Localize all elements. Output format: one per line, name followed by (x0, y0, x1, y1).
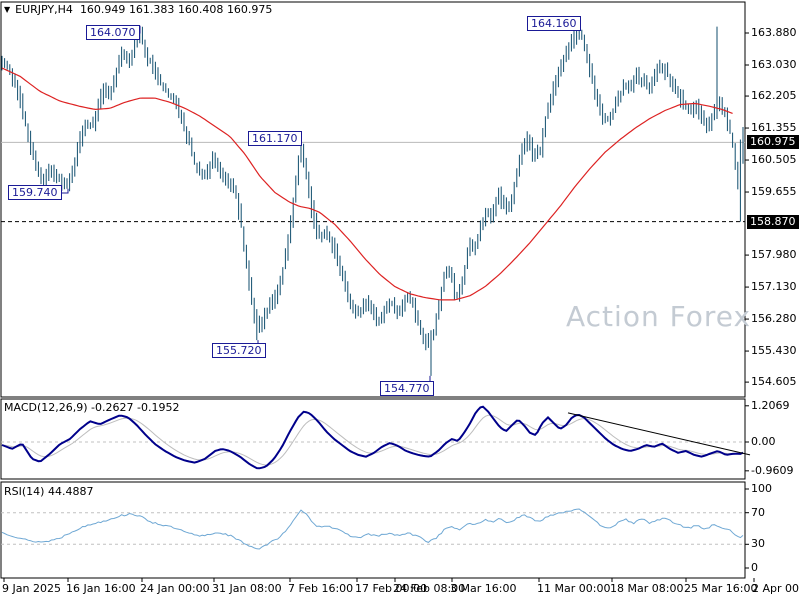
moving-average-line (1, 67, 733, 301)
price-bars (1, 22, 744, 376)
macd-trendline[interactable] (567, 412, 751, 456)
rsi-line (1, 508, 744, 550)
rsi-panel[interactable] (0, 481, 746, 579)
main-price-panel[interactable] (0, 1, 746, 398)
swing-label-connector (300, 135, 302, 140)
swing-label-connector (60, 188, 69, 194)
macd-panel[interactable] (0, 398, 746, 480)
macd-signal-line (1, 414, 744, 466)
swing-label-connector (257, 340, 264, 352)
swing-label-connector (138, 25, 141, 34)
swing-label-connector (429, 375, 432, 390)
macd-line (1, 405, 744, 470)
